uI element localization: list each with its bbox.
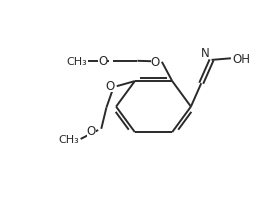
- Text: N: N: [201, 47, 209, 60]
- Text: O: O: [151, 55, 160, 68]
- Text: CH₃: CH₃: [66, 57, 87, 66]
- Text: O: O: [98, 54, 107, 67]
- Text: O: O: [87, 125, 96, 138]
- Text: CH₃: CH₃: [59, 134, 79, 144]
- Text: O: O: [106, 79, 115, 92]
- Text: OH: OH: [232, 53, 250, 65]
